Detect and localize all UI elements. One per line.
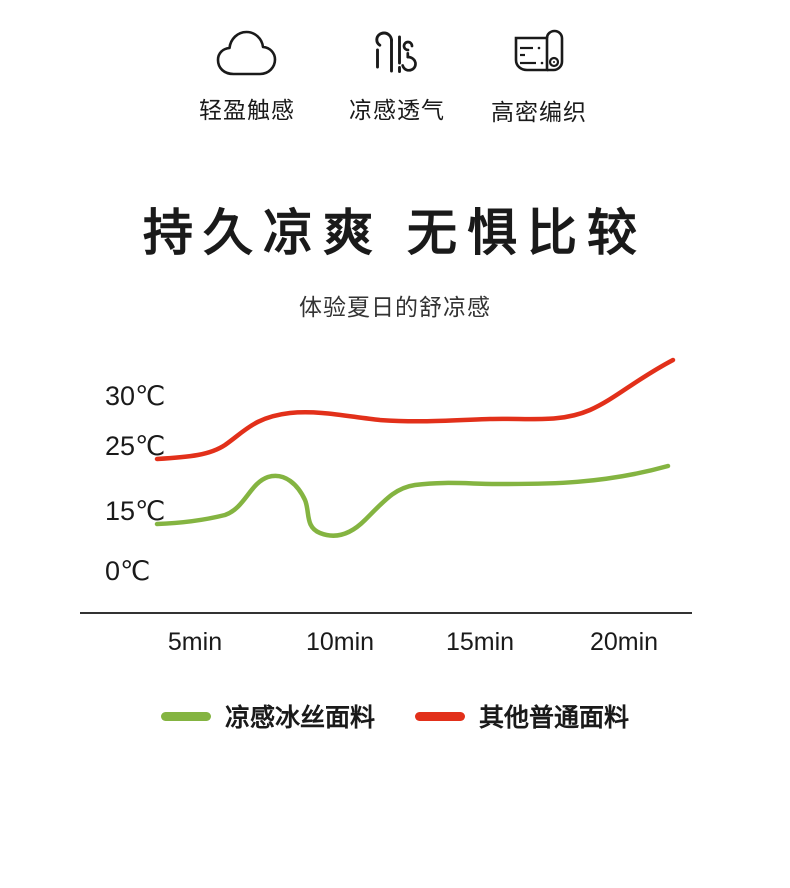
svg-text:30℃: 30℃ [105, 381, 165, 411]
svg-text:20min: 20min [590, 628, 658, 655]
svg-text:25℃: 25℃ [105, 431, 165, 461]
svg-text:10min: 10min [306, 628, 374, 655]
svg-text:15℃: 15℃ [105, 496, 165, 526]
svg-text:15min: 15min [446, 628, 514, 655]
svg-text:5min: 5min [168, 628, 222, 655]
svg-text:0℃: 0℃ [105, 556, 150, 586]
